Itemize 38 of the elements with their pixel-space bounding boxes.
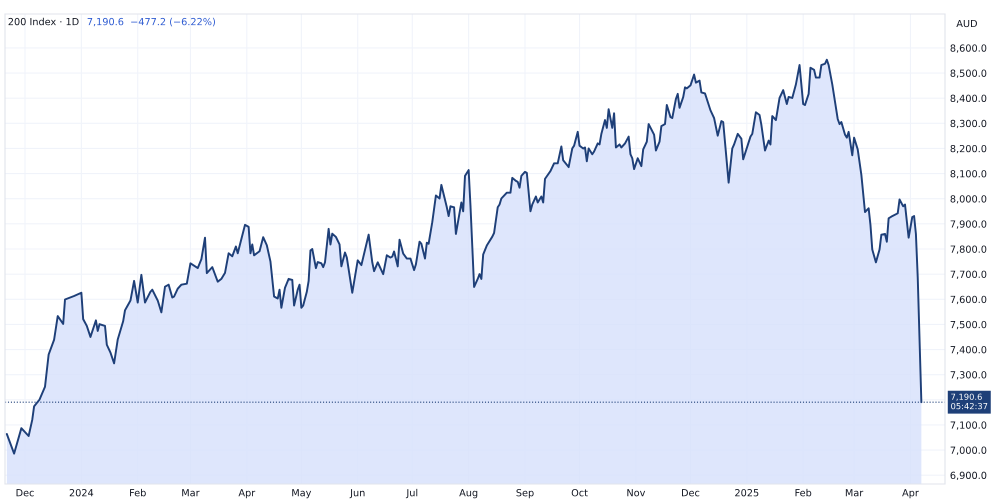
y-tick-label: 7,900.0 bbox=[950, 220, 986, 229]
y-tick-label: 8,000.0 bbox=[950, 195, 986, 204]
y-tick-label: 7,600.0 bbox=[950, 296, 986, 304]
y-tick-label: 8,200.0 bbox=[950, 144, 986, 154]
y-tick-label: 8,300.0 bbox=[950, 120, 986, 128]
x-tick-label: Apr bbox=[902, 489, 919, 498]
y-tick-label: 7,800.0 bbox=[950, 245, 986, 254]
x-tick-label: Feb bbox=[130, 488, 146, 496]
y-tick-label: 8,100.0 bbox=[950, 170, 986, 178]
y-tick-label: 8,500.0 bbox=[950, 70, 986, 78]
x-tick-label: Sep bbox=[516, 489, 534, 498]
x-tick-label: 2025 bbox=[735, 489, 758, 496]
x-tick-label: Jul bbox=[406, 488, 418, 498]
x-tick-label: Nov bbox=[627, 489, 646, 496]
x-tick-label: Dec bbox=[682, 489, 700, 496]
x-tick-label: Mar bbox=[182, 489, 200, 496]
x-tick-label: Dec bbox=[16, 489, 34, 496]
x-tick-label: Feb bbox=[796, 488, 812, 496]
x-tick-label: Oct bbox=[572, 489, 588, 496]
y-tick-label: 7,300.0 bbox=[950, 371, 986, 380]
y-tick-label: 7,400.0 bbox=[950, 346, 986, 354]
y-tick-label: 8,400.0 bbox=[950, 94, 986, 104]
y-tick-label: 7,100.0 bbox=[950, 421, 986, 430]
y-tick-label: 7,700.0 bbox=[950, 270, 986, 279]
x-tick-label: May bbox=[292, 489, 312, 498]
x-tick-label: Apr bbox=[238, 489, 256, 498]
chart-subtitle: 7,190.6 −477.2 (−6.22%) bbox=[88, 18, 215, 26]
ref-line-label: 7,190.6 05:42:37 bbox=[951, 394, 988, 410]
x-tick-label: Aug bbox=[459, 489, 478, 498]
x-tick-label: Mar bbox=[846, 489, 864, 496]
y-tick-label: 8,600.0 bbox=[950, 44, 986, 53]
y-tick-label: 7,500.0 bbox=[950, 320, 986, 330]
x-tick-label: 2024 bbox=[70, 489, 94, 496]
y-tick-label: 7,000.0 bbox=[950, 446, 986, 455]
chart-title: 200 Index · 1D bbox=[8, 18, 79, 26]
x-tick-label: Jun bbox=[350, 489, 364, 498]
y-axis-title: AUD bbox=[956, 20, 977, 28]
y-tick-label: 6,900.0 bbox=[950, 472, 986, 480]
